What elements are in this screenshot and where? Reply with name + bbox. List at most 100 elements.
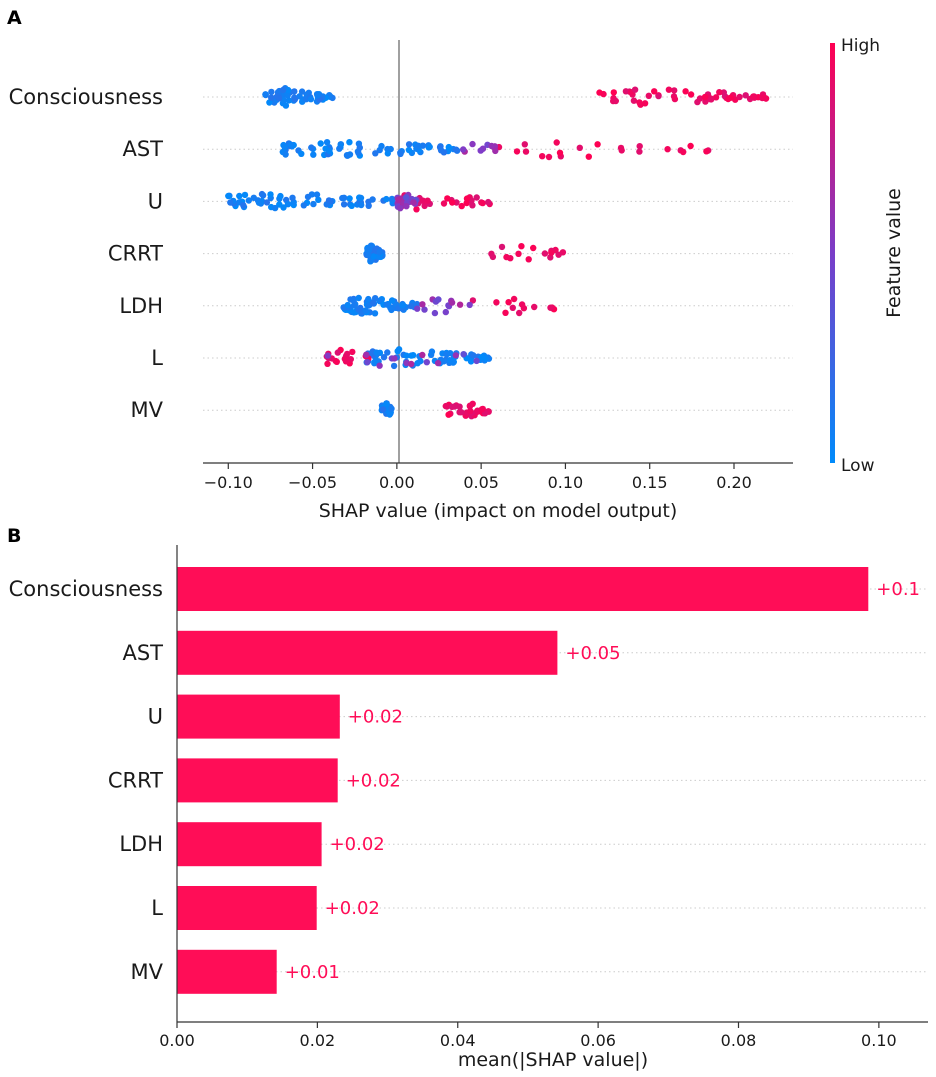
bar-feature-label: LDH (119, 832, 163, 856)
shap-point (317, 140, 324, 147)
shap-point (403, 203, 410, 210)
shap-point (365, 251, 372, 258)
shap-point (665, 86, 673, 93)
shap-point (371, 359, 378, 366)
shap-point (413, 206, 420, 213)
shap-point (452, 146, 460, 153)
x-tick-label: 0.06 (580, 1031, 616, 1050)
shap-point (458, 202, 465, 210)
shap-point (478, 406, 486, 413)
bar-feature-labels: Consciousness AST U CRRT LDH L MV (9, 577, 164, 984)
shap-point (419, 301, 426, 308)
shap-point (346, 195, 353, 202)
shap-point (324, 360, 331, 367)
shap-point (350, 297, 357, 304)
shap-point (376, 362, 383, 369)
shap-point (716, 89, 723, 96)
shap-point (410, 199, 417, 206)
shap-point (440, 200, 448, 207)
shap-point (287, 141, 294, 148)
shap-point (403, 352, 410, 359)
bar-value-labels: +0.1 +0.05 +0.02 +0.02 +0.02 +0.02 +0.01 (285, 579, 920, 983)
shap-point (310, 151, 317, 158)
x-tick-label: 0.02 (300, 1031, 336, 1050)
shap-point (469, 202, 476, 209)
shap-point (452, 352, 459, 359)
x-tick-label: 0.20 (716, 473, 752, 492)
shap-point (742, 92, 749, 99)
shap-point (245, 197, 252, 204)
shap-point (291, 88, 298, 95)
shap-point (355, 306, 362, 313)
shap-point (369, 196, 376, 203)
bar-value-label: +0.01 (285, 962, 340, 983)
beeswarm-feature-labels: Consciousness AST U CRRT LDH L MV (9, 85, 164, 422)
shap-point (395, 196, 402, 203)
shap-point (357, 194, 365, 202)
shap-point (437, 147, 445, 154)
feature-label: MV (131, 398, 164, 422)
shap-point (364, 359, 371, 366)
bar (177, 949, 277, 994)
shap-point (285, 86, 292, 94)
shap-point (417, 357, 424, 365)
shap-point (502, 309, 509, 316)
x-tick-label: 0.10 (548, 473, 584, 492)
shap-point (395, 346, 403, 353)
shap-point (530, 244, 537, 252)
shap-point (419, 351, 426, 359)
shap-point (356, 144, 363, 151)
beeswarm-points (225, 85, 770, 420)
shap-point (682, 88, 689, 95)
shap-point (687, 142, 694, 150)
shap-point (397, 150, 404, 158)
feature-label: AST (122, 137, 163, 161)
feature-label: U (148, 189, 163, 213)
colorbar (830, 43, 835, 463)
bar-value-label: +0.05 (565, 643, 620, 664)
shap-point (522, 148, 530, 155)
shap-point (444, 195, 451, 202)
shap-point (259, 192, 267, 199)
shap-point (266, 99, 273, 106)
x-tick-label: −0.05 (288, 473, 337, 492)
shap-point (469, 140, 476, 148)
shap-point (240, 202, 247, 209)
shap-point (298, 150, 305, 157)
x-tick-label: 0.10 (861, 1031, 897, 1050)
shap-point (282, 102, 290, 109)
shap-point (340, 201, 348, 208)
shap-point (334, 349, 341, 356)
shap-point (386, 411, 393, 418)
shap-point (641, 100, 649, 107)
shap-point (344, 301, 351, 309)
shap-point (636, 99, 643, 106)
shap-point (275, 95, 283, 102)
shap-point (346, 139, 353, 146)
shap-point (708, 96, 715, 103)
shap-point (548, 249, 555, 256)
shap-point (645, 92, 652, 100)
shap-point (630, 97, 638, 104)
shap-point (291, 96, 299, 103)
bar-x-axis-label: mean(|SHAP value|) (458, 1049, 648, 1071)
shap-point (594, 141, 601, 148)
shap-point (325, 197, 333, 204)
bar (177, 758, 338, 803)
shap-point (428, 348, 436, 355)
shap-point (477, 147, 484, 154)
shap-point (442, 308, 449, 316)
bar-feature-label: U (148, 705, 163, 729)
shap-point (349, 348, 356, 356)
shap-point (446, 357, 453, 364)
shap-point (268, 94, 275, 101)
shap-point (326, 147, 333, 155)
shap-point (388, 195, 396, 203)
shap-point (547, 304, 554, 311)
shap-point (277, 192, 284, 200)
shap-point (470, 352, 477, 359)
shap-point (696, 95, 704, 102)
shap-point (426, 143, 433, 151)
shap-point (671, 95, 679, 103)
shap-point (478, 353, 486, 361)
